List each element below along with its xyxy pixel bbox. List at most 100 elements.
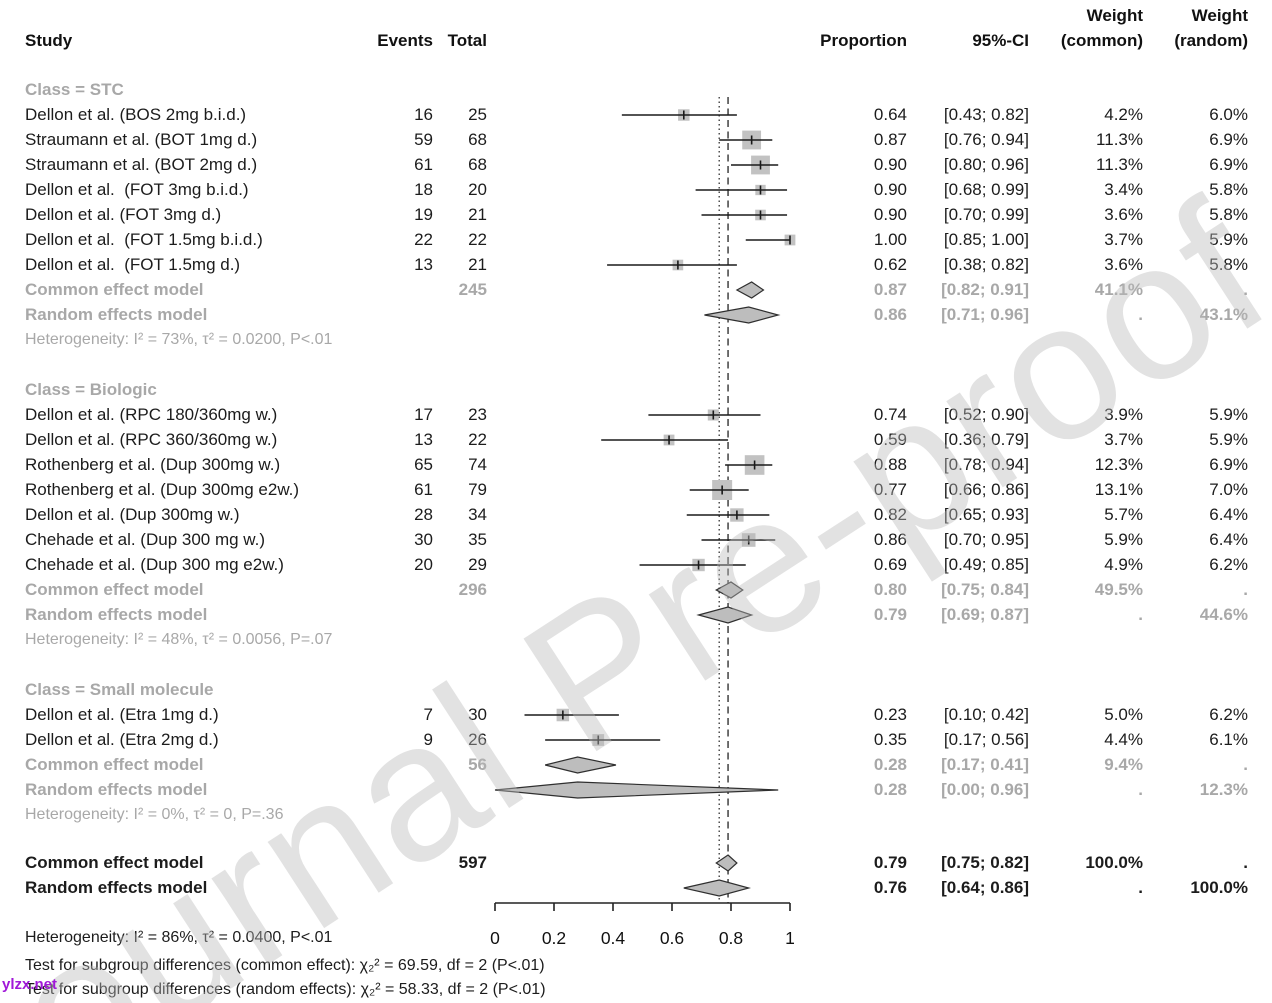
proportion-value: 0.77 (873, 480, 907, 499)
total-value: 34 (468, 505, 487, 524)
events-value: 59 (414, 130, 433, 149)
weight-common-value: 3.7% (1104, 430, 1143, 449)
ci-value: [0.38; 0.82] (943, 255, 1029, 274)
proportion-value: 0.59 (873, 430, 907, 449)
ci-value: [0.36; 0.79] (943, 430, 1029, 449)
total-value: 25 (468, 105, 487, 124)
summary-diamond (696, 606, 754, 624)
ci-value: [0.68; 0.99] (943, 180, 1029, 199)
ci-value: [0.78; 0.94] (943, 455, 1029, 474)
common-effect-proportion: 0.28 (873, 755, 907, 774)
common-effect-proportion: 0.80 (873, 580, 907, 599)
proportion-value: 0.88 (873, 455, 907, 474)
events-value: 61 (414, 480, 433, 499)
weight-common-value: 3.7% (1104, 230, 1143, 249)
column-header-weight-common-bottom: (common) (1060, 31, 1143, 50)
weight-random-value: 5.8% (1209, 180, 1248, 199)
heterogeneity-text: Heterogeneity: I² = 48%, τ² = 0.0056, P=… (25, 631, 333, 648)
weight-random-value: 5.9% (1209, 230, 1248, 249)
overall-random-ci: [0.64; 0.86] (941, 878, 1029, 897)
proportion-value: 0.74 (873, 405, 907, 424)
events-value: 20 (414, 555, 433, 574)
weight-common-value: 5.9% (1104, 530, 1143, 549)
events-value: 7 (423, 705, 433, 724)
overall-heterogeneity-text: Heterogeneity: I² = 86%, τ² = 0.0400, P<… (25, 929, 333, 946)
study-name: Dellon et al. (FOT 1.5mg b.i.d.) (25, 230, 263, 249)
common-effect-ci: [0.17; 0.41] (941, 755, 1029, 774)
ci-value: [0.66; 0.86] (943, 480, 1029, 499)
weight-common-value: 11.3% (1096, 155, 1143, 174)
random-effects-weight-common: . (1138, 605, 1143, 624)
proportion-value: 0.90 (873, 205, 907, 224)
weight-random-value: 6.4% (1209, 530, 1248, 549)
random-effects-label: Random effects model (25, 780, 208, 799)
heterogeneity-text: Heterogeneity: I² = 0%, τ² = 0, P=.36 (25, 806, 284, 823)
overall-common-proportion: 0.79 (873, 853, 907, 872)
weight-common-value: 13.1% (1094, 480, 1143, 499)
group-label: Class = STC (25, 80, 124, 99)
total-value: 29 (468, 555, 487, 574)
weight-random-value: 6.9% (1209, 130, 1248, 149)
weight-random-value: 6.2% (1209, 555, 1248, 574)
axis-tick-label: 0.4 (601, 928, 626, 948)
study-name: Rothenberg et al. (Dup 300mg e2w.) (25, 480, 300, 499)
column-header-weight-common-top: Weight (1086, 6, 1143, 25)
study-name: Dellon et al. (RPC 360/360mg w.) (25, 430, 278, 449)
study-name: Straumann et al. (BOT 1mg d.) (25, 130, 258, 149)
proportion-value: 1.00 (873, 230, 907, 249)
events-value: 22 (414, 230, 433, 249)
random-effects-ci: [0.69; 0.87] (941, 605, 1029, 624)
total-value: 23 (468, 405, 487, 424)
axis-tick-label: 1 (785, 928, 795, 948)
common-effect-total: 56 (468, 755, 487, 774)
proportion-value: 0.23 (873, 705, 907, 724)
weight-common-value: 4.2% (1104, 105, 1143, 124)
weight-common-value: 3.6% (1104, 255, 1143, 274)
study-name: Dellon et al. (FOT 1.5mg d.) (25, 255, 241, 274)
weight-random-value: 6.4% (1209, 505, 1248, 524)
events-value: 18 (414, 180, 433, 199)
proportion-value: 0.82 (873, 505, 907, 524)
overall-common-ci: [0.75; 0.82] (941, 853, 1029, 872)
proportion-value: 0.86 (873, 530, 907, 549)
total-value: 22 (468, 430, 487, 449)
total-value: 68 (468, 130, 487, 149)
subgroup-test-random-text: Test for subgroup differences (random ef… (25, 981, 546, 998)
study-name: Straumann et al. (BOT 2mg d.) (25, 155, 258, 174)
weight-random-value: 6.1% (1209, 730, 1248, 749)
common-effect-total: 245 (458, 280, 487, 299)
proportion-value: 0.35 (873, 730, 907, 749)
column-header-proportion: Proportion (820, 31, 907, 50)
weight-common-value: 12.3% (1094, 455, 1143, 474)
summary-diamond (715, 854, 738, 872)
ci-value: [0.70; 0.99] (943, 205, 1029, 224)
common-effect-ci: [0.82; 0.91] (941, 280, 1029, 299)
total-value: 79 (468, 480, 487, 499)
common-effect-weight-random: . (1243, 280, 1248, 299)
axis-tick-label: 0.8 (719, 928, 743, 948)
random-effects-proportion: 0.86 (873, 305, 907, 324)
axis-tick-label: 0.2 (542, 928, 566, 948)
study-name: Dellon et al. (FOT 3mg d.) (25, 205, 222, 224)
weight-random-value: 5.8% (1209, 255, 1248, 274)
total-value: 21 (468, 205, 487, 224)
study-name: Dellon et al. (RPC 180/360mg w.) (25, 405, 278, 424)
proportion-value: 0.90 (873, 180, 907, 199)
total-value: 26 (468, 730, 487, 749)
total-value: 22 (468, 230, 487, 249)
summary-diamond (714, 581, 744, 599)
study-name: Dellon et al. (BOS 2mg b.i.d.) (25, 105, 247, 124)
proportion-value: 0.90 (873, 155, 907, 174)
weight-random-value: 6.0% (1209, 105, 1248, 124)
ci-value: [0.80; 0.96] (943, 155, 1029, 174)
common-effect-weight-random: . (1243, 580, 1248, 599)
common-effect-label: Common effect model (25, 755, 204, 774)
random-effects-label: Random effects model (25, 305, 208, 324)
ci-value: [0.49; 0.85] (943, 555, 1029, 574)
weight-common-value: 3.4% (1104, 180, 1143, 199)
events-value: 13 (414, 255, 433, 274)
random-effects-weight-common: . (1138, 305, 1143, 324)
ci-value: [0.52; 0.90] (943, 405, 1029, 424)
summary-diamond (735, 281, 765, 299)
